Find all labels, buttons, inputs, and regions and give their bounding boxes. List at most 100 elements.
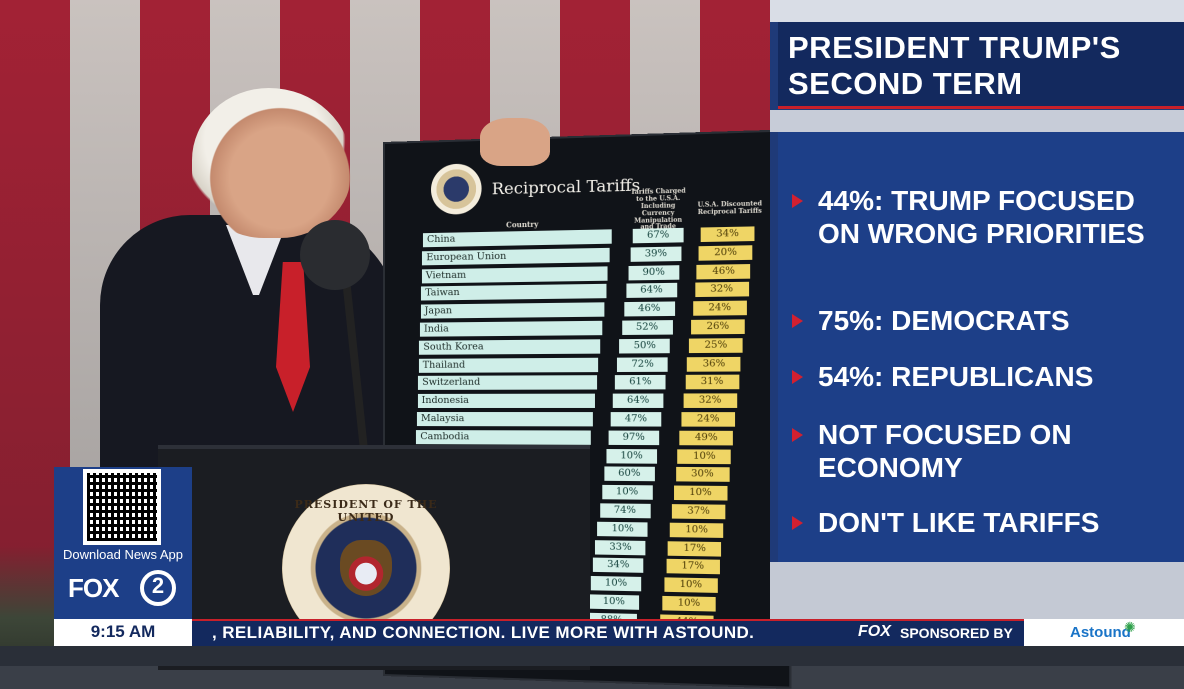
charged-cell: 64%: [613, 394, 664, 408]
app-promo[interactable]: Download News App: [54, 467, 192, 567]
table-row: Japan 46% 24%: [421, 300, 776, 318]
discounted-cell: 24%: [693, 301, 747, 316]
table-row: Indonesia 64% 32%: [418, 394, 773, 409]
bullet-triangle-icon: [792, 370, 803, 384]
presidential-seal-icon: [431, 163, 482, 215]
sponsor-label: SPONSORED BY: [900, 625, 1013, 641]
discounted-cell: 46%: [697, 264, 751, 279]
country-cell: China: [423, 229, 612, 247]
country-column-header: Country: [506, 221, 538, 230]
bullet-triangle-icon: [792, 314, 803, 328]
discounted-cell: 32%: [695, 282, 749, 297]
qr-code-icon[interactable]: [83, 469, 161, 545]
station-logo: FOX 2: [54, 567, 192, 619]
discounted-cell: 26%: [691, 319, 745, 334]
bullet-text: 75%: DEMOCRATS: [818, 304, 1178, 337]
charged-cell: 33%: [595, 540, 645, 555]
time-display: 9:15 AM: [54, 622, 192, 642]
sponsor-network-logo: FOX: [858, 623, 891, 641]
country-cell: Thailand: [419, 357, 599, 372]
charged-cell: 72%: [617, 357, 668, 372]
country-cell: South Korea: [419, 339, 600, 355]
charged-cell: 97%: [608, 430, 659, 445]
discounted-cell: 10%: [662, 596, 715, 612]
charged-cell: 64%: [626, 283, 677, 298]
table-row: Vietnam 90% 46%: [422, 263, 777, 283]
discounted-cell: 32%: [683, 394, 737, 409]
table-row: India 52% 26%: [420, 319, 775, 337]
ticker-text: , RELIABILITY, AND CONNECTION. LIVE MORE…: [212, 623, 754, 643]
speaker-head: [192, 88, 352, 238]
bullet-triangle-icon: [792, 194, 803, 208]
discounted-cell: 34%: [701, 226, 755, 242]
discounted-column-header: U.S.A. Discounted Reciprocal Tariffs: [697, 201, 762, 217]
panel-title-line1: PRESIDENT TRUMP'S: [788, 30, 1121, 66]
country-cell: Switzerland: [418, 376, 596, 391]
news-ticker: , RELIABILITY, AND CONNECTION. LIVE MORE…: [192, 619, 858, 646]
charged-cell: 10%: [591, 576, 641, 591]
microphone-icon: [300, 220, 370, 290]
discounted-cell: 49%: [680, 431, 734, 446]
qr-label: Download News App: [54, 547, 192, 562]
table-row: Cambodia 97% 49%: [416, 430, 771, 445]
charged-cell: 39%: [631, 246, 682, 261]
logo-number: 2: [144, 573, 172, 599]
speaker-hand: [480, 118, 550, 166]
country-cell: Malaysia: [417, 412, 593, 426]
bullet-text: 44%: TRUMP FOCUSED ON WRONG PRIORITIES: [818, 184, 1178, 250]
charged-cell: 34%: [593, 558, 643, 573]
charged-cell: 10%: [602, 485, 652, 500]
discounted-cell: 36%: [687, 356, 741, 371]
country-cell: Cambodia: [416, 430, 591, 445]
seal-text: PRESIDENT OF THE UNITED: [282, 498, 450, 524]
discounted-cell: 24%: [681, 412, 735, 427]
discounted-cell: 17%: [668, 541, 721, 556]
charged-cell: 61%: [615, 375, 666, 390]
charged-cell: 52%: [622, 320, 673, 335]
table-row: Switzerland 61% 31%: [418, 375, 773, 390]
discounted-cell: 20%: [699, 245, 753, 261]
country-cell: India: [420, 321, 602, 337]
panel-title-line2: SECOND TERM: [788, 66, 1023, 102]
discounted-cell: 10%: [664, 578, 717, 594]
clock: 9:15 AM: [54, 619, 192, 646]
charged-cell: 46%: [624, 302, 675, 317]
country-cell: European Union: [422, 248, 609, 266]
charged-cell: 67%: [633, 228, 684, 243]
table-row: Malaysia 47% 24%: [417, 412, 772, 427]
discounted-cell: 17%: [666, 559, 719, 574]
country-cell: Vietnam: [422, 266, 608, 283]
charged-cell: 10%: [597, 522, 647, 537]
sponsor-logo: Astound ✺: [1024, 619, 1184, 646]
charged-cell: 10%: [589, 594, 639, 609]
table-row: South Korea 50% 25%: [419, 338, 774, 355]
charged-cell: 90%: [628, 265, 679, 280]
charged-cell: 47%: [611, 412, 662, 426]
discounted-cell: 31%: [685, 375, 739, 390]
discounted-cell: 10%: [678, 449, 732, 464]
discounted-cell: 25%: [689, 338, 743, 353]
sparkle-icon: ✺: [1124, 620, 1136, 636]
bullet-triangle-icon: [792, 516, 803, 530]
bullet-list: 44%: TRUMP FOCUSED ON WRONG PRIORITIES 7…: [778, 132, 1184, 562]
charged-cell: 50%: [619, 339, 670, 354]
discounted-cell: 10%: [670, 522, 723, 537]
country-cell: Indonesia: [418, 394, 595, 408]
charged-cell: 74%: [600, 503, 650, 518]
bullet-text: 54%: REPUBLICANS: [818, 360, 1178, 393]
bullet-triangle-icon: [792, 428, 803, 442]
eagle-icon: [340, 540, 392, 596]
charged-cell: 10%: [606, 449, 657, 464]
logo-circle-icon: 2: [140, 570, 176, 606]
board-title: Reciprocal Tariffs: [492, 175, 640, 198]
table-row: China 67% 34%: [423, 226, 778, 247]
sponsor-bar: FOX SPONSORED BY: [858, 619, 1024, 646]
info-panel: PRESIDENT TRUMP'S SECOND TERM 44%: TRUMP…: [770, 0, 1184, 620]
discounted-cell: 10%: [674, 486, 727, 501]
discounted-cell: 37%: [672, 504, 725, 519]
panel-title-box: PRESIDENT TRUMP'S SECOND TERM: [778, 22, 1184, 109]
bullet-text: NOT FOCUSED ON ECONOMY: [818, 418, 1118, 484]
table-row: Thailand 72% 36%: [419, 356, 774, 372]
country-cell: Japan: [421, 303, 605, 319]
table-row: European Union 39% 20%: [422, 245, 777, 266]
